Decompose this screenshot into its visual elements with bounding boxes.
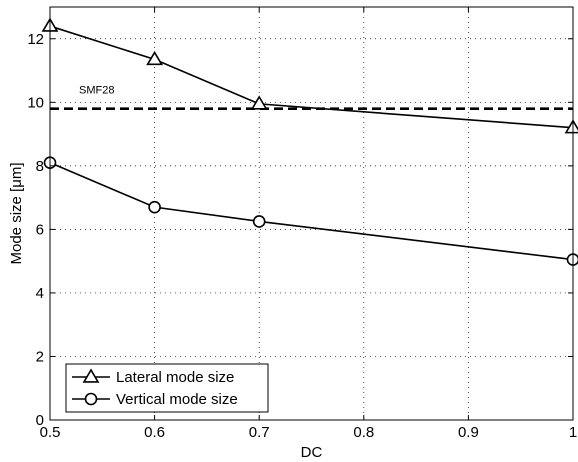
y-axis-label: Mode size [μm] [8, 162, 25, 264]
series-vertical [43, 156, 578, 266]
y-tick-label: 6 [36, 221, 44, 238]
series-line-lateral [49, 25, 574, 129]
legend-entry-lateral: Lateral mode size [72, 368, 234, 386]
x-tick-label: 0.6 [144, 424, 165, 441]
legend-label-vertical: Vertical mode size [116, 391, 238, 408]
series-lateral [41, 17, 578, 134]
y-tick-label: 2 [36, 348, 44, 365]
legend: Lateral mode size Vertical mode size [65, 363, 269, 413]
data-point-lateral [146, 50, 163, 66]
x-axis-label: DC [301, 444, 323, 461]
y-tick-label: 4 [36, 285, 44, 302]
series-line-vertical [49, 161, 574, 261]
series-group [41, 17, 578, 266]
plot-frame [49, 6, 574, 421]
legend-marker-vertical [84, 392, 98, 406]
y-tick-label: 0 [36, 412, 44, 429]
x-tick-label: 1 [569, 424, 577, 441]
legend-box [65, 363, 269, 413]
data-point-vertical [252, 215, 266, 228]
smf28-label: SMF28 [79, 85, 114, 97]
y-tick-label: 12 [27, 31, 44, 48]
x-tick-label: 0.7 [249, 424, 270, 441]
x-tick-label: 0.8 [353, 424, 374, 441]
legend-entry-vertical: Vertical mode size [72, 391, 238, 408]
x-tick-label: 0.9 [458, 424, 479, 441]
y-tick-label: 10 [27, 94, 44, 111]
y-tick-label: 8 [36, 158, 44, 175]
legend-marker-lateral [82, 368, 100, 383]
data-point-vertical [148, 200, 161, 214]
legend-label-lateral: Lateral mode size [116, 369, 234, 386]
grid [49, 7, 574, 421]
x-tick-label: 0.5 [40, 424, 61, 441]
data-point-lateral [250, 95, 268, 110]
reference-line-group: SMF28 [50, 85, 573, 110]
